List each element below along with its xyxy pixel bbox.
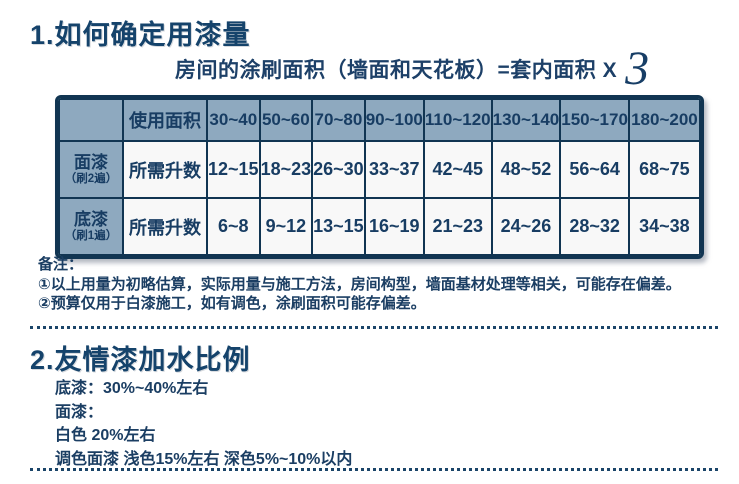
area-col-4: 110~120 — [422, 98, 493, 142]
table-corner-cell — [58, 98, 124, 142]
ratio-primer: 底漆：30%~40%左右 — [55, 380, 209, 397]
topcoat-coats: （刷2遍） — [64, 173, 118, 185]
topcoat-metric: 所需升数 — [122, 140, 208, 199]
topcoat-val-2: 26~30 — [311, 140, 366, 199]
primer-val-0: 6~8 — [206, 197, 261, 256]
table-row-topcoat: 面漆 （刷2遍） 所需升数 12~15 18~23 26~30 33~37 42… — [58, 140, 701, 199]
paint-usage-table-grid: 使用面积 30~40 50~60 70~80 90~100 110~120 13… — [58, 98, 701, 256]
primer-val-2: 13~15 — [311, 197, 366, 256]
topcoat-val-6: 56~64 — [559, 140, 630, 199]
primer-val-6: 28~32 — [559, 197, 630, 256]
formula-multiplier: 3 — [625, 42, 650, 95]
notes-label: 备注： — [38, 256, 84, 273]
table-row-primer: 底漆 （刷1遍） 所需升数 6~8 9~12 13~15 16~19 21~23… — [58, 197, 701, 256]
primer-val-1: 9~12 — [258, 197, 314, 256]
area-col-5: 130~140 — [490, 98, 562, 142]
note-item-1: ①以上用量为初略估算，实际用量与施工方法，房间构型，墙面基材处理等相关，可能存在… — [38, 275, 681, 293]
topcoat-name: 面漆 — [74, 153, 108, 172]
topcoat-val-0: 12~15 — [206, 140, 261, 199]
section2-title: 2.友情漆加水比例 — [30, 345, 251, 375]
paint-area-formula: 房间的涂刷面积（墙面和天花板）=套内面积 X 3 — [175, 42, 650, 95]
primer-val-4: 21~23 — [422, 197, 493, 256]
ratio-white: 白色 20%左右 — [55, 427, 156, 444]
area-col-0: 30~40 — [206, 98, 261, 142]
area-col-7: 180~200 — [627, 98, 701, 142]
dotted-divider-bottom — [30, 468, 718, 471]
area-col-6: 150~170 — [559, 98, 630, 142]
section1-title: 1.如何确定用漆量 — [30, 20, 251, 50]
dotted-divider-top — [30, 326, 718, 329]
topcoat-val-1: 18~23 — [258, 140, 314, 199]
water-ratio-block: 底漆：30%~40%左右 面漆： 白色 20%左右 调色面漆 浅色15%左右 深… — [55, 377, 352, 471]
area-col-2: 70~80 — [311, 98, 366, 142]
ratio-topcoat-label: 面漆： — [55, 403, 104, 421]
primer-val-5: 24~26 — [490, 197, 562, 256]
primer-row-header: 底漆 （刷1遍） — [58, 197, 124, 256]
topcoat-row-header: 面漆 （刷2遍） — [58, 140, 124, 199]
primer-coats: （刷1遍） — [64, 230, 118, 242]
primer-val-7: 34~38 — [627, 197, 701, 256]
primer-name: 底漆 — [74, 210, 108, 229]
formula-text: 房间的涂刷面积（墙面和天花板）=套内面积 X — [175, 59, 618, 82]
table-header-row: 使用面积 30~40 50~60 70~80 90~100 110~120 13… — [58, 98, 701, 142]
topcoat-val-3: 33~37 — [363, 140, 425, 199]
paint-usage-table: 使用面积 30~40 50~60 70~80 90~100 110~120 13… — [55, 95, 704, 259]
topcoat-val-7: 68~75 — [627, 140, 701, 199]
primer-metric: 所需升数 — [122, 197, 208, 256]
topcoat-val-4: 42~45 — [422, 140, 493, 199]
area-col-3: 90~100 — [363, 98, 425, 142]
note-item-2: ②预算仅用于白漆施工，如有调色，涂刷面积可能存偏差。 — [38, 295, 426, 312]
area-label-cell: 使用面积 — [122, 98, 208, 142]
notes-block: 备注： ①以上用量为初略估算，实际用量与施工方法，房间构型，墙面基材处理等相关，… — [38, 255, 728, 314]
ratio-tinted: 调色面漆 浅色15%左右 深色5%~10%以内 — [55, 450, 353, 468]
area-col-1: 50~60 — [258, 98, 314, 142]
primer-val-3: 16~19 — [363, 197, 425, 256]
topcoat-val-5: 48~52 — [490, 140, 562, 199]
